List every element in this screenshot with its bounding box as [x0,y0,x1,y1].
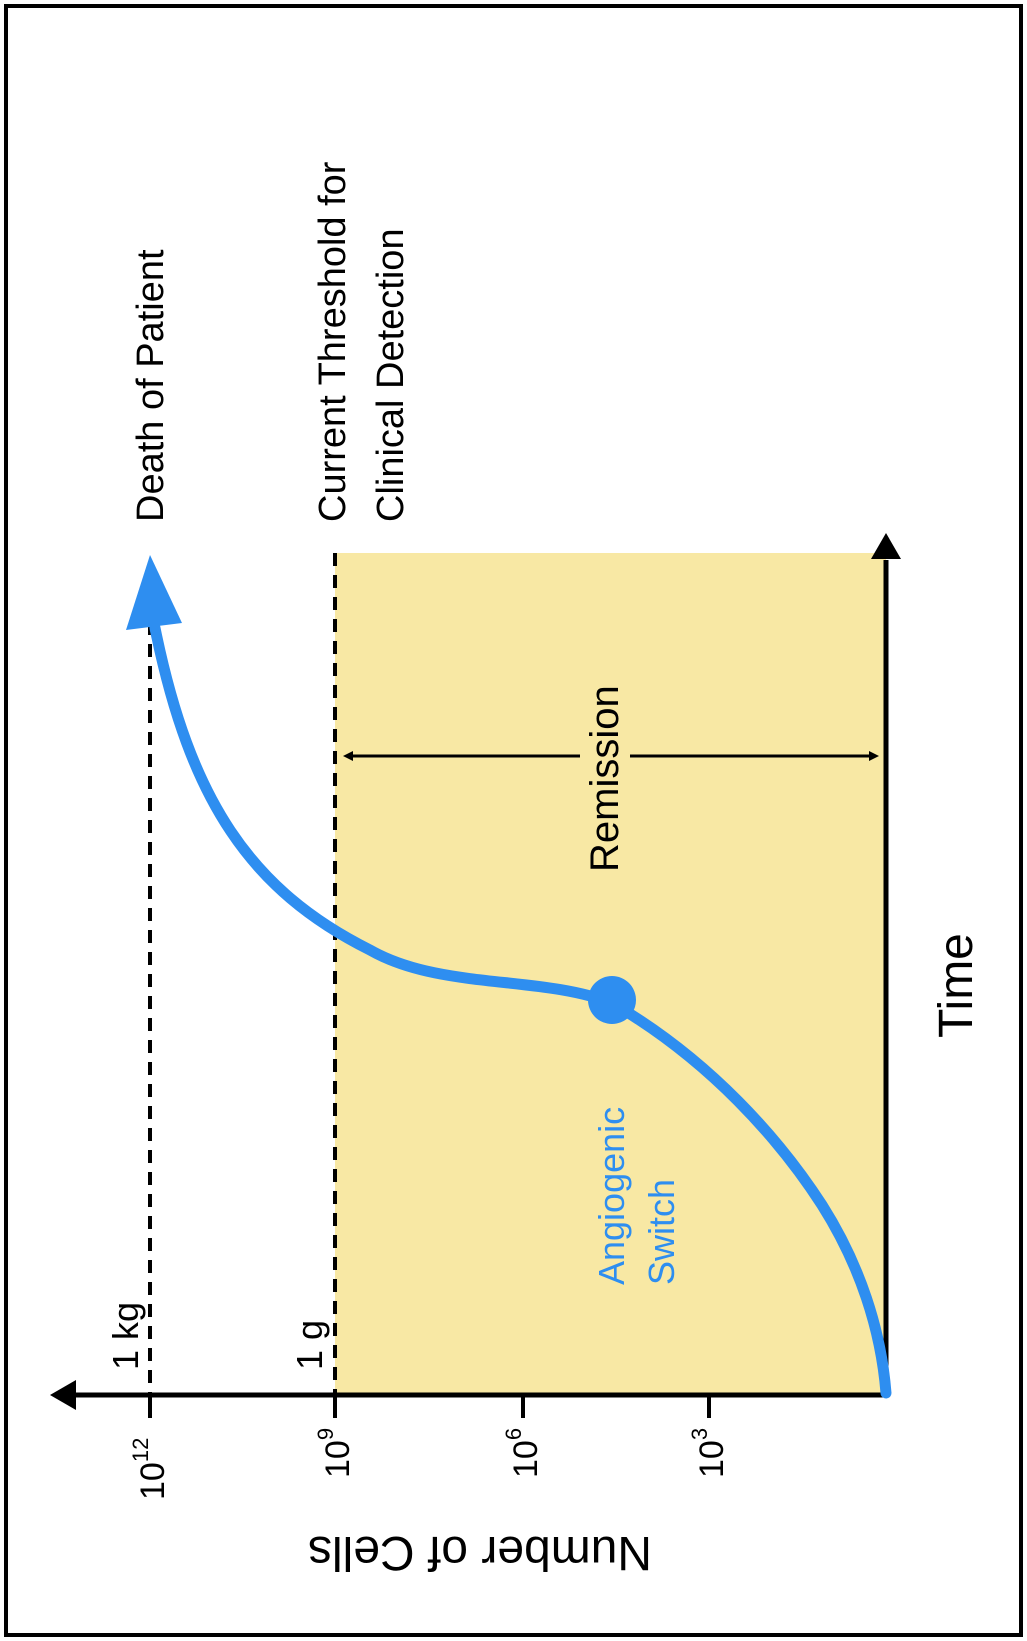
curve-arrowhead [126,555,182,630]
one-g-label: 1 g [289,1320,330,1370]
one-kg-label: 1 kg [105,1302,146,1370]
x-axis-arrowhead [871,533,901,559]
time-label: Time [930,933,983,1038]
remission-label: Remission [583,685,627,872]
tick-label-10-9: 109 [313,1428,357,1478]
tick-label-10-6: 106 [501,1428,545,1478]
clinical-detection-label-line2: Clinical Detection [370,228,412,522]
death-of-patient-label: Death of Patient [130,249,172,522]
y-axis-arrowhead [50,1380,76,1410]
angiogenic-switch-marker [588,976,636,1024]
angiogenic-switch-label-line2: Switch [641,1179,682,1285]
clinical-detection-label-line1: Current Threshold for [312,161,354,522]
tick-label-10-12: 1012 [128,1438,172,1500]
tick-label-10-3: 103 [687,1428,731,1478]
angiogenic-switch-label-line1: Angiogenic [591,1107,632,1285]
number-of-cells-label: Number of Cells [308,1526,652,1579]
clinical-detection-label: Current Threshold for Clinical Detection [312,151,412,522]
angiogenic-switch-label: Angiogenic Switch [591,1097,682,1285]
